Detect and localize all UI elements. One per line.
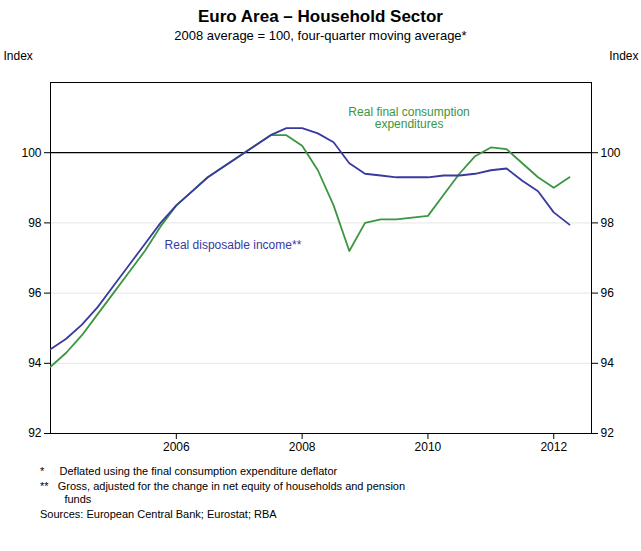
svg-text:Index: Index xyxy=(609,49,638,63)
svg-text:2010: 2010 xyxy=(415,440,442,454)
svg-text:92: 92 xyxy=(601,426,615,440)
html-text:2008 average = 100, four-quart: 2008 average = 100, four-quarter moving … xyxy=(174,28,467,43)
html-text:Euro Area – Household Sector: Euro Area – Household Sector xyxy=(198,7,443,26)
svg-text:92: 92 xyxy=(28,426,42,440)
html-text:* Deflated using the final con: * Deflated using the final consumption e… xyxy=(40,465,338,477)
svg-text:96: 96 xyxy=(601,286,615,300)
svg-text:98: 98 xyxy=(28,216,42,230)
svg-text:Real disposable income**: Real disposable income** xyxy=(165,238,302,252)
svg-text:Real final consumptionexpendit: Real final consumptionexpenditures xyxy=(348,105,469,131)
svg-text:96: 96 xyxy=(28,286,42,300)
svg-text:2008: 2008 xyxy=(289,440,316,454)
svg-text:Index: Index xyxy=(4,49,33,63)
svg-text:2006: 2006 xyxy=(163,440,190,454)
svg-text:100: 100 xyxy=(601,146,621,160)
svg-text:94: 94 xyxy=(28,356,42,370)
html-text:Sources: European Central Bank: Sources: European Central Bank; Eurostat… xyxy=(40,508,277,520)
svg-text:2012: 2012 xyxy=(540,440,567,454)
svg-text:98: 98 xyxy=(601,216,615,230)
svg-text:100: 100 xyxy=(21,146,41,160)
html-text:** Gross, adjusted for the cha: ** Gross, adjusted for the change in net… xyxy=(40,480,406,505)
svg-text:94: 94 xyxy=(601,356,615,370)
